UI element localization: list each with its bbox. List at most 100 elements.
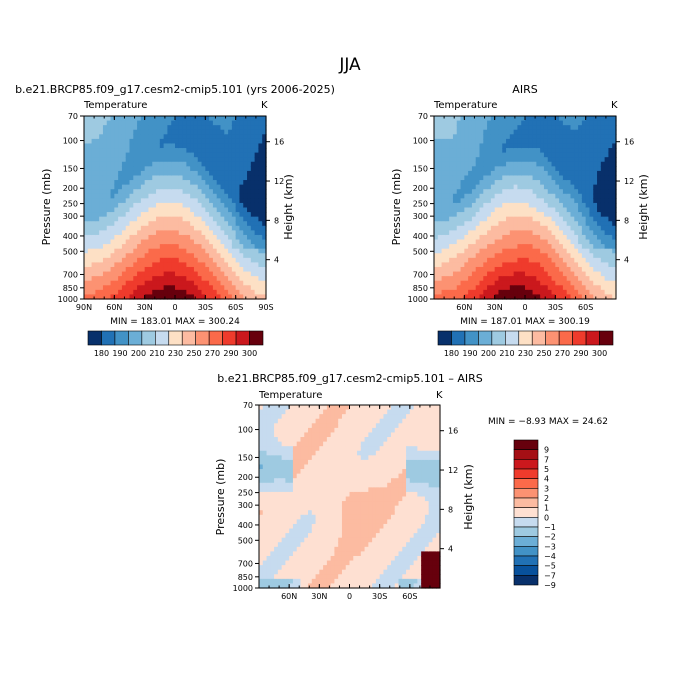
heatmap-cell xyxy=(434,198,439,204)
heatmap-cell xyxy=(296,505,302,511)
heatmap-cell xyxy=(292,528,298,534)
heatmap-cell xyxy=(460,221,465,227)
heatmap-cell xyxy=(137,138,142,145)
heatmap-cell xyxy=(532,166,537,172)
heatmap-cell xyxy=(186,170,191,177)
heatmap-cell xyxy=(479,175,484,181)
heatmap-cell xyxy=(528,157,534,163)
heatmap-cell xyxy=(434,161,439,167)
heatmap-cell xyxy=(464,276,469,282)
heatmap-cell xyxy=(334,414,339,420)
heatmap-cell xyxy=(259,482,264,488)
heatmap-cell xyxy=(274,482,279,488)
heatmap-cell xyxy=(506,276,511,282)
heatmap-cell xyxy=(262,189,267,195)
heatmap-cell xyxy=(274,578,279,585)
y-axis-label: Pressure (mb) xyxy=(40,169,53,246)
heatmap-cell xyxy=(190,266,195,273)
heatmap-cell xyxy=(536,257,541,263)
heatmap-cell xyxy=(600,148,606,154)
heatmap-cell xyxy=(608,148,613,154)
heatmap-cell xyxy=(509,193,515,199)
heatmap-cell xyxy=(262,514,268,520)
heatmap-cell xyxy=(152,120,157,126)
heatmap-cell xyxy=(452,244,458,250)
heatmap-cell xyxy=(334,569,339,575)
heatmap-cell xyxy=(338,578,343,585)
heatmap-cell xyxy=(163,120,169,126)
heatmap-cell xyxy=(201,166,206,172)
heatmap-cell xyxy=(308,459,313,466)
heatmap-cell xyxy=(258,157,263,163)
heatmap-cell xyxy=(483,175,488,181)
heatmap-cell xyxy=(148,152,153,158)
heatmap-cell xyxy=(209,161,214,167)
heatmap-cell xyxy=(281,574,286,580)
heatmap-cell xyxy=(562,138,568,145)
colorbar-box xyxy=(491,330,506,346)
heatmap-cell xyxy=(494,289,500,296)
heatmap-cell xyxy=(228,216,233,222)
heatmap-cell xyxy=(175,170,180,177)
heatmap-cell xyxy=(604,129,610,135)
heatmap-cell xyxy=(178,116,184,122)
heatmap-cell xyxy=(250,202,256,209)
heatmap-cell xyxy=(509,180,515,186)
heatmap-cell xyxy=(532,285,537,291)
heatmap-cell xyxy=(91,198,96,204)
heatmap-cell xyxy=(311,574,317,580)
heatmap-cell xyxy=(334,432,339,438)
heatmap-cell xyxy=(315,496,320,502)
heatmap-cell xyxy=(304,478,309,484)
heatmap-cell xyxy=(581,161,587,167)
heatmap-cell xyxy=(270,464,275,470)
heatmap-cell xyxy=(156,125,161,131)
heatmap-cell xyxy=(487,244,492,250)
heatmap-cell xyxy=(509,239,515,245)
heatmap-cell xyxy=(341,496,347,502)
heatmap-cell xyxy=(334,505,339,511)
heatmap-cell xyxy=(437,257,443,263)
heatmap-cell xyxy=(216,225,222,231)
heatmap-cell xyxy=(506,193,511,199)
heatmap-cell xyxy=(133,198,138,204)
heatmap-cell xyxy=(224,166,229,172)
heatmap-cell xyxy=(186,285,191,291)
heatmap-cell xyxy=(156,161,161,167)
heatmap-cell xyxy=(212,129,218,135)
x-tick-label: 0 xyxy=(172,303,177,312)
heatmap-cell xyxy=(95,271,100,277)
heatmap-cell xyxy=(547,125,553,131)
heatmap-cell xyxy=(441,257,446,263)
heatmap-cell xyxy=(254,125,260,131)
heatmap-cell xyxy=(612,120,617,126)
heatmap-cell xyxy=(341,409,347,415)
heatmap-cell xyxy=(475,184,481,190)
heatmap-cell xyxy=(456,271,462,277)
heatmap-cell xyxy=(441,271,446,277)
heatmap-cell xyxy=(137,248,142,254)
heatmap-cell xyxy=(543,198,549,204)
heatmap-cell xyxy=(144,285,150,291)
heatmap-cell xyxy=(308,569,313,575)
heatmap-cell xyxy=(330,446,336,452)
heatmap-cell xyxy=(250,280,256,286)
heatmap-cell xyxy=(570,175,575,181)
heatmap-cell xyxy=(250,244,256,250)
heatmap-cell xyxy=(262,473,268,479)
heatmap-cell xyxy=(247,271,252,277)
heatmap-cell xyxy=(84,125,89,131)
heatmap-cell xyxy=(559,253,564,259)
heatmap-cell xyxy=(228,248,233,254)
heatmap-cell xyxy=(114,138,119,145)
heatmap-cell xyxy=(315,487,320,493)
heatmap-cell xyxy=(220,207,225,213)
heatmap-cell xyxy=(589,134,594,140)
heatmap-cell xyxy=(483,116,488,122)
heatmap-cell xyxy=(258,271,263,277)
heatmap-cell xyxy=(434,276,439,282)
heatmap-cell xyxy=(326,405,332,411)
heatmap-cell xyxy=(129,239,134,245)
heatmap-cell xyxy=(543,234,549,241)
heatmap-cell xyxy=(479,189,484,195)
